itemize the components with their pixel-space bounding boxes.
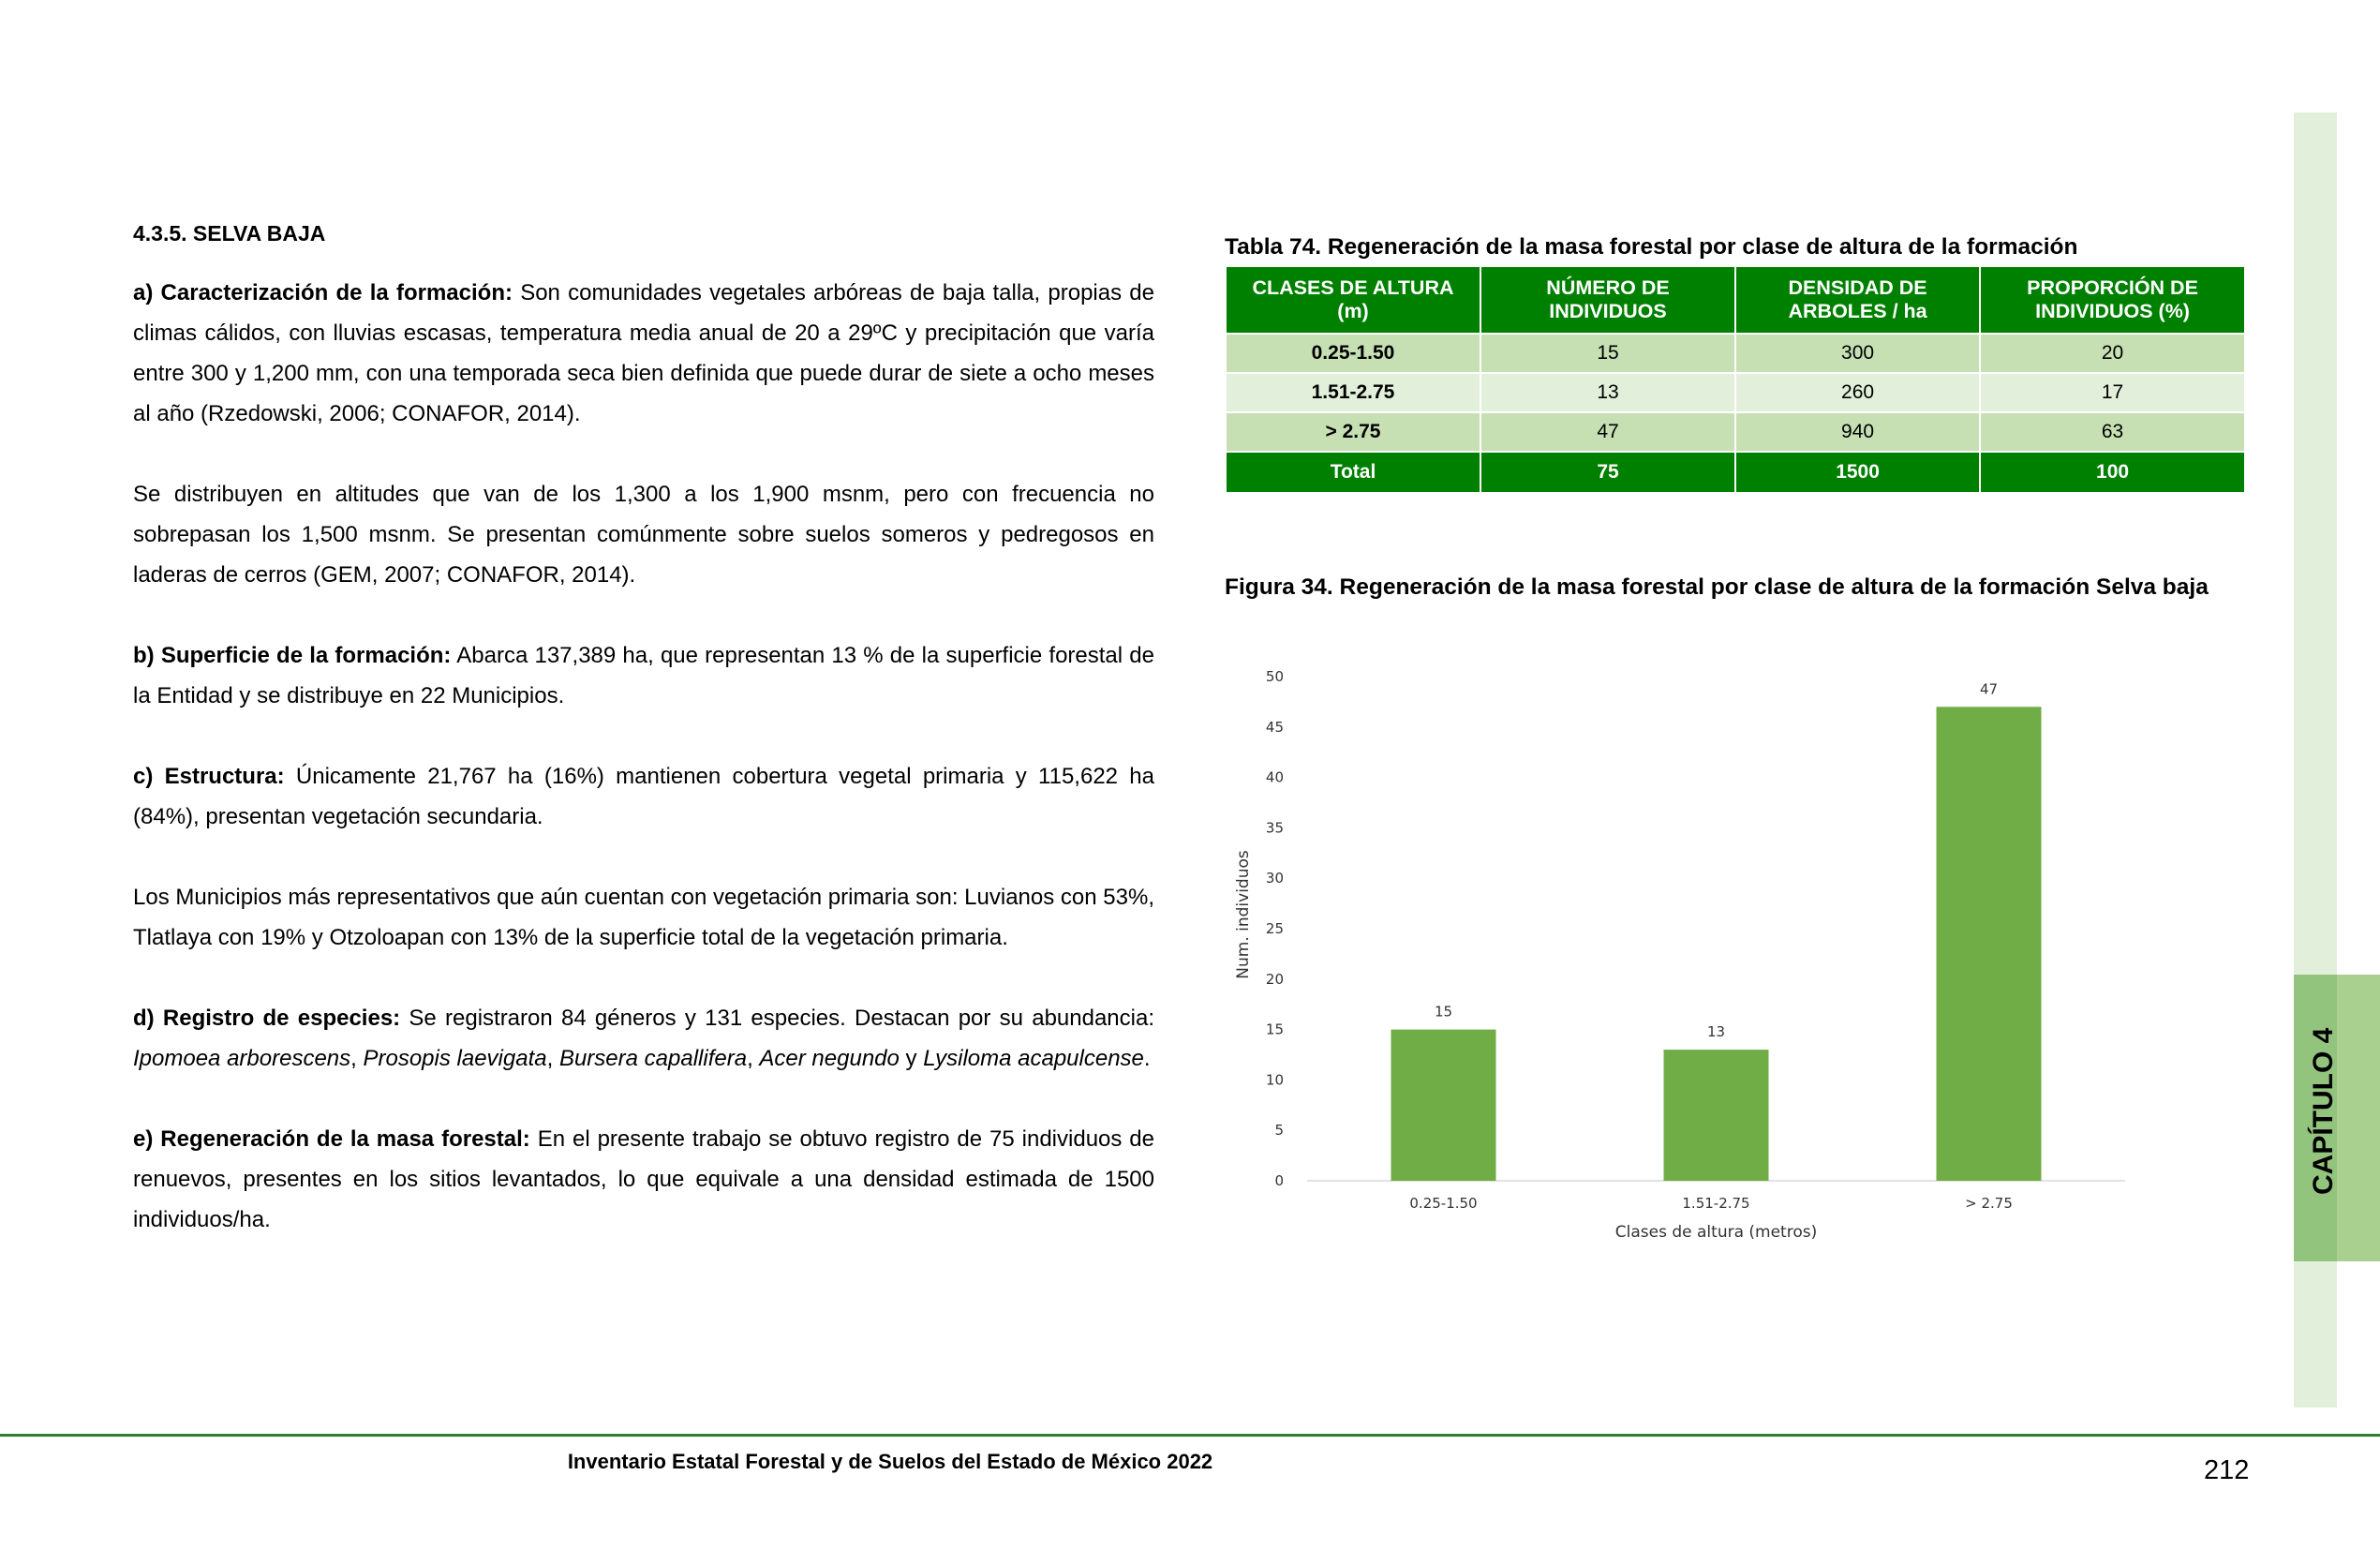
x-tick-label: 1.51-2.75: [1682, 1195, 1749, 1212]
header-line: ARBOLES / ha: [1788, 300, 1927, 322]
x-tick-label: 0.25-1.50: [1409, 1195, 1477, 1212]
paragraph-caracterizacion: a) Caracterización de la formación: Son …: [133, 273, 1154, 434]
paragraph-especies: d) Registro de especies: Se registraron …: [133, 998, 1154, 1079]
table-cell: 0.25-1.50: [1225, 333, 1481, 374]
bar: [1936, 707, 2042, 1181]
header-line: INDIVIDUOS: [1549, 300, 1667, 322]
y-tick-label: 15: [1266, 1021, 1284, 1038]
paragraph-text: Únicamente 21,767 ha (16%) mantienen cob…: [133, 764, 1154, 829]
separator: ,: [350, 1046, 364, 1071]
header-line: NÚMERO DE: [1546, 276, 1670, 299]
bar-chart: 0 5 10 15 20 25 30 35 40 45 50 15 0.25-1.50 13 1.51-2.…: [1234, 668, 2125, 1242]
table-cell: 100: [1979, 451, 2246, 494]
y-tick-label: 0: [1274, 1172, 1284, 1189]
y-tick-label: 50: [1266, 668, 1284, 685]
header-line: PROPORCIÓN DE: [2027, 276, 2198, 299]
paragraph-text: Se registraron 84 géneros y 131 especies…: [400, 1006, 1154, 1031]
table-row: 0.25-1.50 15 300 20: [1225, 333, 2246, 374]
table-cell: 300: [1733, 333, 1982, 374]
chapter-tab: [2294, 975, 2380, 1261]
section-title: 4.3.5. SELVA BAJA: [133, 221, 326, 246]
y-tick-label: 5: [1274, 1122, 1284, 1139]
paragraph-text: Abarca 137,389 ha, que representan 13 % …: [133, 643, 1154, 708]
paragraph-label: a) Caracterización de la formación:: [133, 280, 513, 306]
header-line: DENSIDAD DE: [1788, 276, 1927, 299]
table-cell: 1500: [1733, 451, 1982, 494]
y-tick-label: 30: [1266, 870, 1284, 887]
data-label: 15: [1435, 1004, 1452, 1021]
table-cell: 13: [1480, 372, 1736, 413]
table-cell: > 2.75: [1225, 411, 1481, 453]
period: .: [1143, 1046, 1151, 1071]
page-number: 212: [2204, 1455, 2250, 1485]
y-tick-label: 20: [1266, 971, 1284, 988]
separator: ,: [546, 1046, 559, 1071]
species-name: Bursera capallifera: [558, 1046, 748, 1071]
paragraph-label: d) Registro de especies:: [133, 1006, 401, 1031]
paragraph-label: b) Superficie de la formación:: [133, 643, 452, 668]
header-line: INDIVIDUOS (%): [2035, 300, 2190, 322]
table-cell: 260: [1733, 372, 1982, 413]
y-tick-label: 25: [1266, 920, 1284, 937]
species-name: Lysiloma acapulcense: [923, 1046, 1144, 1071]
table-header-row: CLASES DE ALTURA (m) NÚMERO DE INDIVIDUOS …: [1225, 265, 2246, 335]
paragraph-regeneracion: e) Regeneración de la masa forestal: En …: [133, 1119, 1154, 1240]
paragraph-estructura: c) Estructura: Únicamente 21,767 ha (16%…: [133, 756, 1154, 837]
table-cell: 940: [1733, 411, 1982, 453]
y-axis-title: Num. individuos: [1234, 850, 1253, 979]
paragraph-text: En el presente trabajo se obtuvo registr…: [133, 1126, 1155, 1232]
table-cell: 47: [1480, 411, 1736, 453]
table-cell: 1.51-2.75: [1225, 372, 1481, 413]
table-cell: 20: [1979, 333, 2246, 374]
table-caption: Tabla 74. Regeneración de la masa forest…: [1225, 234, 2078, 260]
header-proporcion: PROPORCIÓN DE INDIVIDUOS (%): [1979, 265, 2246, 335]
paragraph-distribucion: Se distribuyen en altitudes que van de l…: [133, 482, 1154, 588]
header-densidad: DENSIDAD DE ARBOLES / ha: [1733, 265, 1982, 335]
y-tick-label: 45: [1266, 719, 1284, 736]
footer-rule: [0, 1434, 2380, 1437]
body-text-column: 4.3.5. SELVA BAJA a) Caracterización de …: [133, 221, 1154, 1280]
regeneration-table: CLASES DE ALTURA (m) NÚMERO DE INDIVIDUOS …: [1225, 265, 2246, 494]
bar: [1663, 1050, 1769, 1181]
table-cell: 75: [1480, 451, 1736, 494]
header-line: CLASES DE ALTURA: [1252, 276, 1454, 299]
data-label: 13: [1707, 1023, 1725, 1040]
separator: ,: [747, 1046, 760, 1071]
chapter-tab-shade: [2294, 975, 2337, 1261]
paragraph-superficie: b) Superficie de la formación: Abarca 13…: [133, 635, 1154, 716]
species-name: Acer negundo: [759, 1046, 900, 1071]
y-tick-label: 40: [1266, 769, 1284, 786]
species-name: Prosopis laevigata: [363, 1046, 547, 1071]
table-cell: Total: [1225, 451, 1481, 494]
header-clases: CLASES DE ALTURA (m): [1225, 265, 1481, 335]
y-tick-label: 35: [1266, 819, 1284, 836]
table-cell: 63: [1979, 411, 2246, 453]
paragraph-text: Son comunidades vegetales arbóreas de ba…: [133, 280, 1155, 426]
chapter-label: CAPÍTULO 4: [2308, 1027, 2339, 1195]
table-cell: 15: [1480, 333, 1736, 374]
table-cell: 17: [1979, 372, 2246, 413]
table-row: 1.51-2.75 13 260 17: [1225, 372, 2246, 413]
header-line: (m): [1337, 300, 1369, 322]
x-tick-label: > 2.75: [1965, 1195, 2013, 1212]
footer-title: Inventario Estatal Forestal y de Suelos …: [567, 1450, 1213, 1473]
table-row: > 2.75 47 940 63: [1225, 411, 2246, 453]
conjunction: y: [899, 1046, 924, 1071]
table-total-row: Total 75 1500 100: [1225, 451, 2246, 494]
species-name: Ipomoea arborescens: [133, 1046, 351, 1071]
y-tick-label: 10: [1266, 1071, 1284, 1088]
paragraph-label: e) Regeneración de la masa forestal:: [133, 1126, 530, 1152]
paragraph-label: c) Estructura:: [133, 764, 285, 789]
data-label: 47: [1980, 680, 1998, 697]
header-numero: NÚMERO DE INDIVIDUOS: [1480, 265, 1736, 335]
figure-caption: Figura 34. Regeneración de la masa fores…: [1225, 574, 2209, 600]
bar: [1391, 1029, 1496, 1181]
paragraph-municipios: Los Municipios más representativos que a…: [133, 885, 1154, 950]
x-axis-title: Clases de altura (metros): [1615, 1223, 1817, 1242]
